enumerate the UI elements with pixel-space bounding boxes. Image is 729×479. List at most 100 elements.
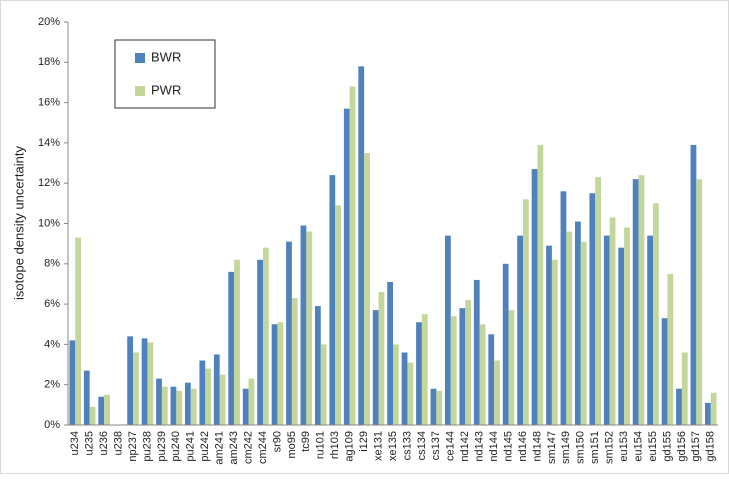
bar bbox=[263, 247, 269, 425]
legend-swatch bbox=[135, 53, 145, 63]
bar bbox=[653, 203, 659, 425]
bar bbox=[170, 386, 177, 425]
x-tick-label: ce144 bbox=[445, 431, 457, 461]
x-tick-label: gd157 bbox=[690, 431, 702, 462]
bar bbox=[248, 378, 255, 425]
bar bbox=[580, 241, 587, 425]
bar bbox=[378, 292, 385, 425]
bar bbox=[488, 334, 495, 425]
bar bbox=[401, 352, 408, 425]
bar bbox=[286, 241, 292, 425]
x-tick-label: nd148 bbox=[531, 431, 543, 462]
y-tick-label: 8% bbox=[44, 258, 60, 270]
bar bbox=[156, 378, 162, 425]
bar bbox=[242, 388, 249, 425]
y-tick-label: 0% bbox=[44, 419, 60, 431]
bar bbox=[502, 263, 509, 425]
x-tick-label: nd142 bbox=[459, 431, 471, 462]
bar bbox=[618, 247, 625, 425]
x-tick-label: ru101 bbox=[315, 431, 327, 459]
bar bbox=[705, 402, 711, 425]
bar bbox=[450, 316, 457, 425]
bar bbox=[479, 324, 486, 425]
x-tick-label: sm147 bbox=[546, 431, 558, 464]
x-tick-label: gd155 bbox=[661, 431, 673, 462]
x-tick-label: nd146 bbox=[517, 431, 529, 462]
x-tick-label: sm152 bbox=[604, 431, 616, 464]
y-axis-label: isotope density uncertainty bbox=[11, 146, 26, 300]
bar bbox=[291, 298, 298, 425]
bar bbox=[147, 342, 154, 425]
bar bbox=[190, 388, 197, 425]
bar bbox=[494, 360, 500, 425]
bar bbox=[343, 108, 350, 426]
x-tick-label: u236 bbox=[98, 431, 110, 455]
bar bbox=[595, 177, 601, 425]
bar bbox=[104, 394, 110, 425]
x-tick-label: sm150 bbox=[575, 431, 587, 464]
y-tick-label: 2% bbox=[44, 379, 60, 391]
bar bbox=[416, 322, 422, 425]
y-tick-label: 14% bbox=[38, 137, 60, 149]
x-tick-label: ag109 bbox=[344, 431, 356, 462]
bar bbox=[213, 354, 220, 425]
bar bbox=[127, 336, 133, 425]
bar bbox=[98, 396, 105, 425]
bar bbox=[551, 259, 558, 425]
bar bbox=[473, 279, 480, 425]
bar bbox=[546, 245, 552, 425]
bar bbox=[349, 86, 356, 425]
x-tick-label: pu239 bbox=[156, 431, 168, 462]
bar bbox=[300, 225, 307, 425]
bar bbox=[364, 152, 370, 425]
y-tick-label: 18% bbox=[38, 56, 60, 68]
x-tick-label: xe135 bbox=[387, 431, 399, 461]
bar bbox=[575, 221, 581, 425]
bar bbox=[199, 360, 206, 425]
bar bbox=[436, 390, 443, 425]
y-tick-label: 20% bbox=[38, 16, 60, 28]
bar bbox=[508, 310, 515, 425]
bar bbox=[603, 235, 610, 425]
bar bbox=[566, 231, 573, 425]
x-tick-label: pu238 bbox=[141, 431, 153, 462]
bar bbox=[632, 179, 639, 425]
y-tick-label: 10% bbox=[38, 217, 60, 229]
x-tick-label: am243 bbox=[228, 431, 240, 465]
x-tick-label: xe131 bbox=[372, 431, 384, 461]
x-tick-label: pu242 bbox=[199, 431, 211, 462]
bar bbox=[358, 66, 365, 425]
x-tick-label: sm151 bbox=[589, 431, 601, 464]
legend-swatch bbox=[135, 86, 145, 96]
bar bbox=[430, 388, 437, 425]
bar bbox=[185, 382, 191, 425]
x-tick-label: gd156 bbox=[676, 431, 688, 462]
y-tick-label: 4% bbox=[44, 338, 60, 350]
bar bbox=[531, 169, 538, 425]
bar bbox=[83, 370, 90, 425]
bar bbox=[277, 322, 284, 425]
bar bbox=[624, 227, 630, 425]
x-tick-label: pu240 bbox=[170, 431, 182, 462]
x-tick-label: mo95 bbox=[286, 431, 298, 459]
bar bbox=[329, 175, 336, 425]
bar bbox=[609, 217, 616, 425]
x-tick-label: sr90 bbox=[271, 431, 283, 452]
bar bbox=[176, 390, 183, 425]
x-tick-label: nd144 bbox=[488, 431, 500, 462]
bar bbox=[681, 352, 688, 425]
x-tick-label: cs137 bbox=[430, 431, 442, 460]
bar bbox=[372, 310, 379, 425]
x-tick-label: gd158 bbox=[705, 431, 717, 462]
bar bbox=[710, 392, 717, 425]
bar bbox=[335, 205, 341, 425]
bar bbox=[315, 306, 321, 425]
bar bbox=[320, 344, 327, 425]
bar bbox=[638, 175, 645, 425]
bar bbox=[393, 344, 399, 425]
bar bbox=[75, 237, 81, 425]
bar bbox=[690, 144, 697, 426]
x-tick-label: eu154 bbox=[632, 431, 644, 462]
bar bbox=[219, 374, 226, 425]
